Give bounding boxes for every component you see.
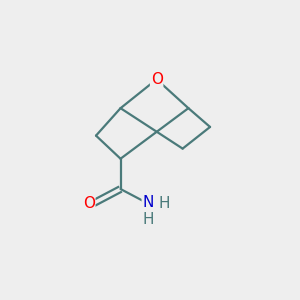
Text: O: O bbox=[151, 72, 163, 87]
Text: N: N bbox=[142, 194, 154, 209]
Text: O: O bbox=[83, 196, 95, 211]
Text: H: H bbox=[158, 196, 169, 211]
Text: H: H bbox=[142, 212, 154, 227]
